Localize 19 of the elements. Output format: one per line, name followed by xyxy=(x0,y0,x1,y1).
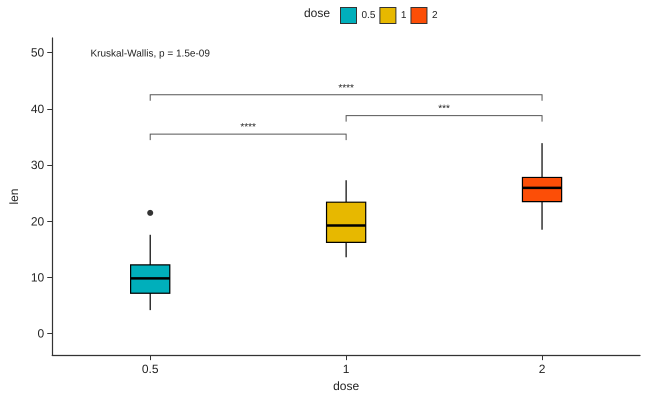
x-tick-label: 1 xyxy=(342,362,350,376)
annotation: **** xyxy=(338,82,354,94)
annotation: **** xyxy=(240,122,256,134)
annotation: Kruskal-Wallis, p = 1.5e-09 xyxy=(90,48,210,60)
y-tick-label: 10 xyxy=(30,270,45,285)
legend-label: 0.5 xyxy=(362,10,376,21)
y-tick-label: 30 xyxy=(30,158,45,172)
y-tick-label: 20 xyxy=(30,214,45,228)
y-axis-title: len xyxy=(7,188,21,205)
y-tick-label: 40 xyxy=(30,102,45,116)
legend-label: 1 xyxy=(400,10,407,21)
legend-label: 2 xyxy=(432,10,438,21)
y-tick-label: 0 xyxy=(38,326,45,341)
x-tick-label: 2 xyxy=(538,362,546,376)
x-tick-label: 0.5 xyxy=(142,362,159,376)
legend-title: dose xyxy=(304,6,330,20)
annotation: *** xyxy=(438,104,450,115)
y-tick-label: 50 xyxy=(30,46,45,60)
x-axis-title: dose xyxy=(333,379,360,393)
